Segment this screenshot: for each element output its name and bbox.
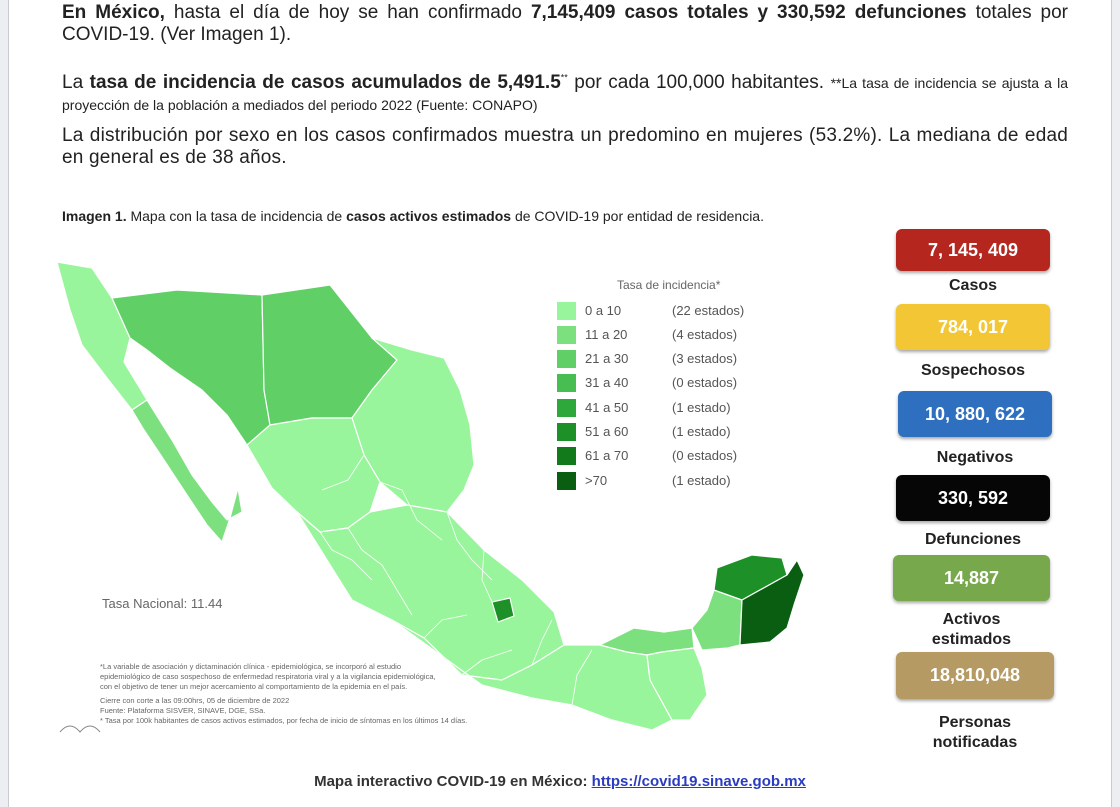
activos-label-line1: Activos [942,611,1001,628]
state-campeche [691,589,743,651]
incidence-map: Tasa de incidencia* 0 a 10 (22 estados) … [52,250,812,750]
state-baja-california-sur [131,399,243,543]
summary-totals: 7,145,409 casos totales y 330,592 defunc… [530,2,967,23]
map-note: Fuente: Plataforma SISVER, SINAVE, DGE, … [100,706,266,715]
legend-swatch [557,472,576,490]
map-note: epidemiológico de caso sospechoso de enf… [100,672,436,681]
caption-label: Imagen 1. [62,208,127,224]
legend-swatch [557,374,576,392]
state-sonora [111,289,271,446]
personas-label-line2: notificadas [932,734,1018,751]
summary-country: En México, [62,2,165,23]
legend-range: 21 a 30 [585,351,629,366]
state-central [296,504,565,681]
legend-range: 41 a 50 [585,400,629,415]
incidence-note: **La tasa de incidencia se ajusta a la p… [62,75,1068,113]
legend-swatch [557,302,576,320]
incidence-paragraph: La tasa de incidencia de casos acumulado… [62,72,1068,116]
legend-count: (22 estados) [672,303,745,318]
legend-range: 11 a 20 [585,327,628,342]
legend-title: Tasa de incidencia* [617,278,721,292]
map-note: Cierre con corte a las 09:00hrs, 05 de d… [100,696,290,705]
personas-box: 18,810,048 [896,652,1054,699]
legend-count: (1 estado) [672,424,731,439]
activos-label: Activos estimados [893,610,1050,650]
page-edge-left [0,0,9,807]
map-notes: *La variable de asociación y dictaminaci… [100,662,520,726]
caption-tail: de COVID-19 por entidad de residencia. [511,208,764,224]
legend-range: 61 a 70 [585,448,629,463]
negativos-box: 10, 880, 622 [898,391,1052,437]
negativos-label: Negativos [936,449,1014,466]
defunciones-label: Defunciones [924,531,1021,548]
figure-caption: Imagen 1. Mapa con la tasa de incidencia… [62,208,764,224]
legend-range: >70 [585,473,608,488]
legend-count: (4 estados) [672,327,738,342]
sospechosos-label: Sospechosos [920,362,1026,379]
legend-swatch [557,350,576,368]
legend-range: 31 a 40 [585,375,629,390]
incidence-unit: por cada 100,000 habitantes. [567,72,831,93]
legend-swatch [557,399,576,417]
footer-label: Mapa interactivo COVID-19 en México: [314,773,592,790]
legend-count: (1 estado) [672,400,731,415]
personas-label-line1: Personas [938,714,1012,731]
incidence-rate: tasa de incidencia de casos acumulados d… [89,72,561,93]
activos-label-line2: estimados [931,631,1012,648]
map-link-footer: Mapa interactivo COVID-19 en México: htt… [0,773,1120,790]
defunciones-box: 330, 592 [896,475,1050,521]
covid-map-link[interactable]: https://covid19.sinave.gob.mx [591,773,806,790]
map-note: con el objetivo de tener un mejor acerca… [100,682,408,691]
incidence-intro: La [62,72,90,93]
legend-swatch [557,423,576,441]
sospechosos-box: 784, 017 [896,304,1050,350]
page-edge-right [1111,0,1120,807]
legend-swatch [557,326,576,344]
casos-box: 7, 145, 409 [896,229,1050,271]
legend-range: 51 a 60 [585,424,629,439]
compass-icon [59,725,101,733]
state-west [246,417,381,533]
state-mexico [491,597,515,623]
legend-count: (1 estado) [672,473,731,488]
legend-range: 0 a 10 [585,303,622,318]
activos-box: 14,887 [893,555,1050,601]
summary-text: hasta el día de hoy se han confirmado [164,2,531,23]
casos-label: Casos [948,277,998,294]
map-note: *La variable de asociación y dictaminaci… [100,662,401,671]
distribution-paragraph: La distribución por sexo en los casos co… [62,125,1068,168]
mexico-map [56,261,805,733]
legend-count: (0 estados) [672,448,738,463]
summary-tail: totales por COVID-19. (Ver Imagen 1). [62,2,1069,45]
state-quintana-roo [739,559,805,646]
national-rate: Tasa Nacional: 11.44 [102,596,223,611]
legend-count: (3 estados) [672,351,738,366]
caption-highlight: casos activos estimados [346,208,512,224]
map-note: * Tasa por 100k habitantes de casos acti… [100,716,468,725]
personas-label: Personas notificadas [896,713,1054,753]
legend-swatch [557,447,576,465]
incidence-footnote-mark: ** [560,72,568,83]
summary-paragraph: En México, hasta el día de hoy se han co… [62,2,1068,46]
legend-count: (0 estados) [672,375,738,390]
state-chiapas [646,647,708,721]
caption-text: Mapa con la tasa de incidencia de [126,208,347,224]
